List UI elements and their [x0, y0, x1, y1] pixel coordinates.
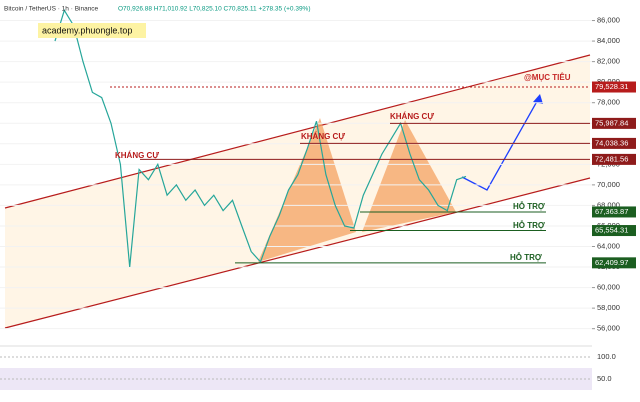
triangle	[362, 120, 456, 232]
y-tick-label: 60,000	[597, 283, 620, 292]
watermark-box	[38, 23, 146, 38]
level-tag	[592, 81, 636, 93]
level-label: 72,481.56	[595, 154, 628, 163]
y-tick-label: 58,000	[597, 303, 620, 312]
level-tag	[592, 257, 636, 269]
annotation: HỖ TRỢ	[513, 221, 545, 230]
level-tag	[592, 137, 636, 149]
annotation: KHÁNG CỰ	[301, 132, 345, 141]
y-tick-label: 70,000	[597, 180, 620, 189]
symbol: Bitcoin / TetherUS · 1h · Binance	[4, 6, 99, 13]
annotation: HỖ TRỢ	[513, 202, 545, 211]
channel-lower	[4, 177, 591, 329]
annotation: @MỤC TIÊU	[524, 73, 571, 82]
level-label: 65,554.31	[595, 226, 628, 235]
channel-upper	[4, 54, 591, 209]
y-tick-label: 86,000	[597, 16, 620, 25]
layer	[0, 8, 592, 330]
watermark: academy.phuongle.top	[42, 25, 132, 35]
rsi-tick-label: 100.0	[597, 352, 616, 361]
y-tick-label: 82,000	[597, 57, 620, 66]
annotation: KHÁNG CỰ	[390, 112, 434, 121]
arrow-head	[533, 94, 543, 104]
y-tick-label: 68,000	[597, 200, 620, 209]
y-tick-label: 84,000	[597, 36, 620, 45]
level-label: 74,038.36	[595, 138, 628, 147]
annotation: HỖ TRỢ	[510, 253, 542, 262]
y-tick-label: 64,000	[597, 241, 620, 250]
level-tag	[592, 117, 636, 129]
price-axis	[592, 0, 640, 402]
level-label: 62,409.97	[595, 258, 628, 267]
level-tag	[592, 206, 636, 218]
rsi-tick-label: 50.0	[597, 374, 612, 383]
ohlc: O70,926.88 H71,010.92 L70,825.10 C70,825…	[118, 6, 311, 13]
level-label: 67,363.87	[595, 207, 628, 216]
price-line	[54, 8, 467, 268]
level-label: 75,987.84	[595, 118, 628, 127]
y-tick-label: 78,000	[597, 98, 620, 107]
level-label: 79,528.31	[595, 82, 628, 91]
level-tag	[592, 225, 636, 237]
annotation: KHÁNG CỰ	[115, 151, 159, 160]
y-tick-label: 56,000	[597, 324, 620, 333]
target-arrow	[461, 95, 541, 191]
level-tag	[592, 153, 636, 165]
